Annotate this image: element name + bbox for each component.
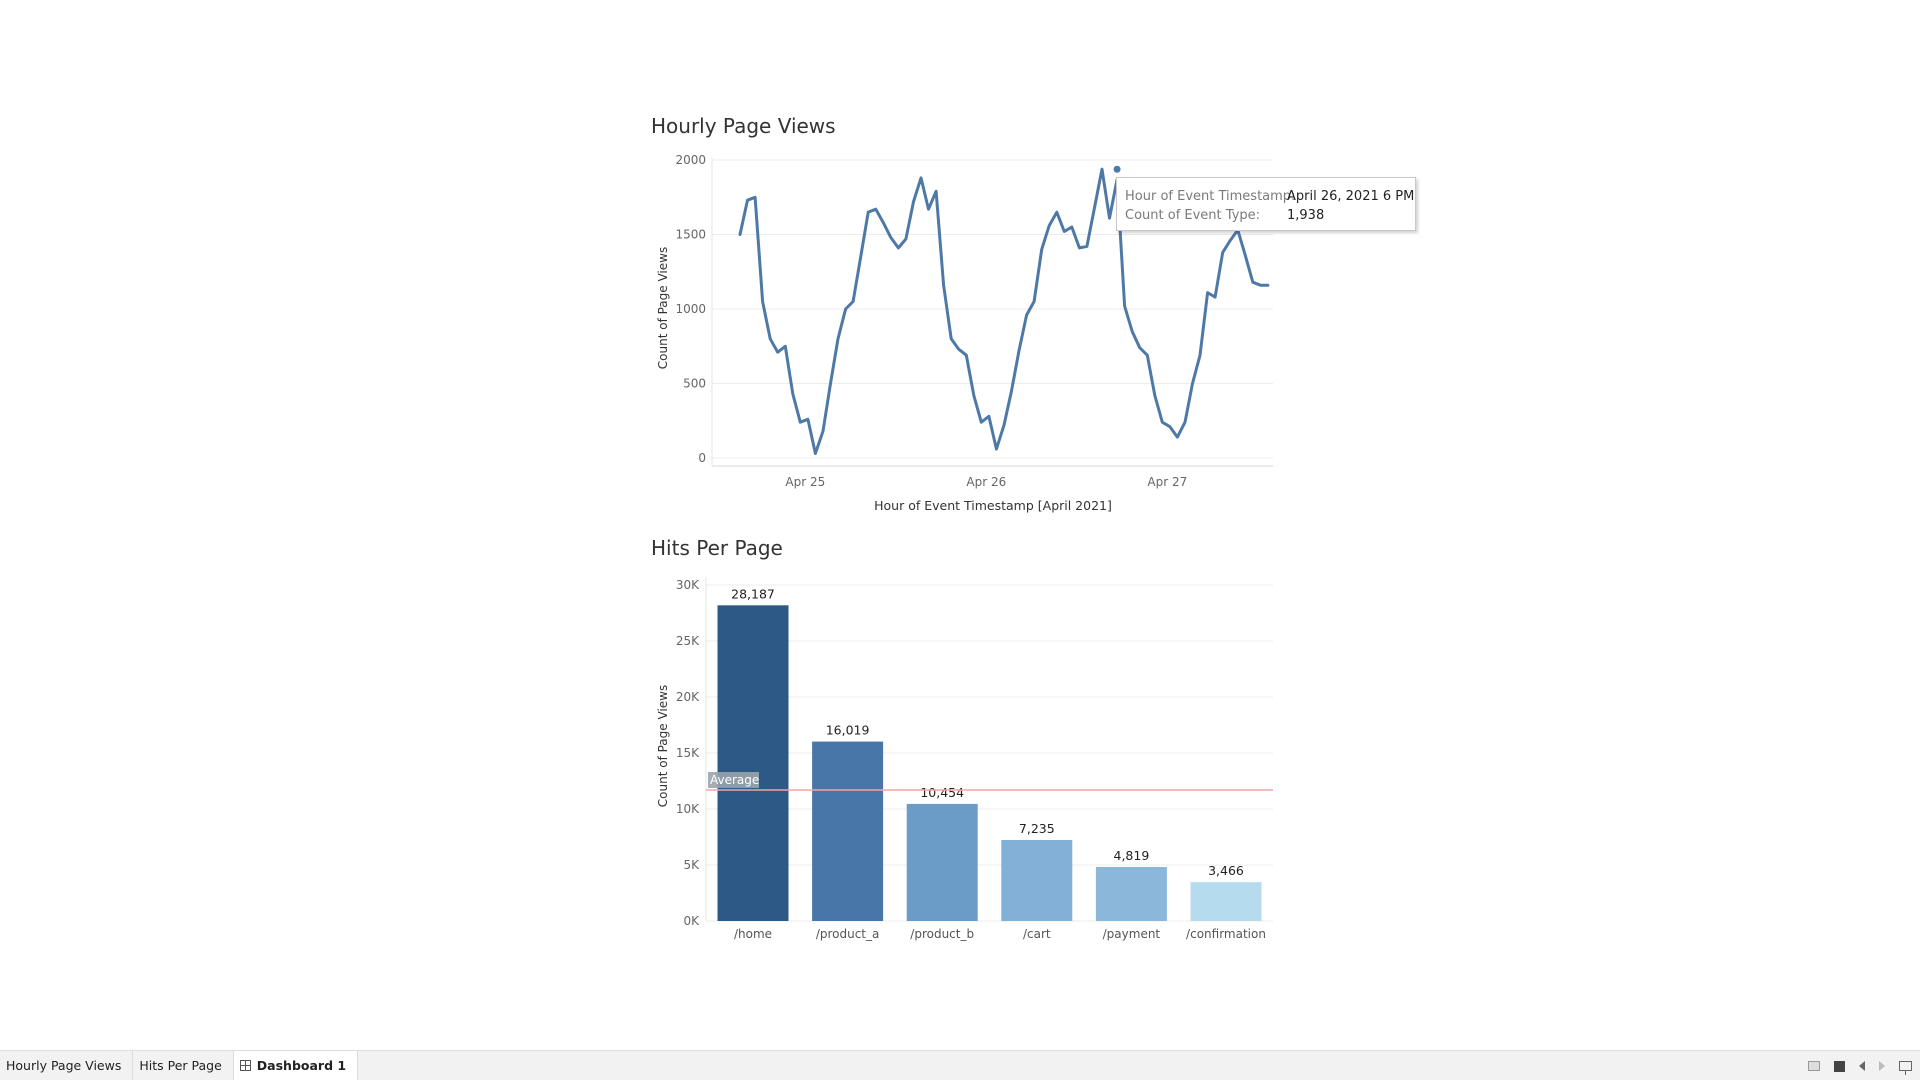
tooltip-value: April 26, 2021 6 PM xyxy=(1287,189,1415,204)
line-x-tick-label: Apr 25 xyxy=(785,475,825,489)
line-y-tick-label: 1000 xyxy=(675,302,706,316)
bar-value-label: 7,235 xyxy=(1019,821,1055,836)
bar-product_b xyxy=(906,803,978,921)
tab-label: Dashboard 1 xyxy=(256,1058,347,1073)
bar-category-label: /product_b xyxy=(910,927,974,941)
line-chart-title: Hourly Page Views xyxy=(651,114,836,138)
bar-value-label: 3,466 xyxy=(1208,863,1244,878)
bar-y-tick-label: 10K xyxy=(676,802,700,816)
bar-y-tick-label: 15K xyxy=(676,746,700,760)
bar-category-label: /home xyxy=(734,927,772,941)
bar-chart-title: Hits Per Page xyxy=(651,536,783,560)
bar-y-tick-label: 0K xyxy=(683,914,700,928)
next-sheet-icon[interactable] xyxy=(1879,1061,1885,1071)
presentation-mode-icon[interactable] xyxy=(1899,1061,1912,1075)
tab-controls xyxy=(1808,1051,1912,1080)
tab-label: Hourly Page Views xyxy=(6,1058,122,1073)
line-x-axis-title: Hour of Event Timestamp [April 2021] xyxy=(874,498,1112,513)
tooltip-value: 1,938 xyxy=(1287,208,1325,223)
sheet-tab-bar: Hourly Page Views Hits Per Page Dashboar… xyxy=(0,1050,1920,1080)
line-series-page-views xyxy=(738,167,1270,455)
bar-cart xyxy=(1001,839,1073,921)
bar-value-label: 10,454 xyxy=(920,785,964,800)
bar-y-tick-label: 30K xyxy=(676,578,700,592)
line-y-tick-label: 2000 xyxy=(675,153,706,167)
bar-payment xyxy=(1095,867,1167,921)
bar-y-tick-label: 25K xyxy=(676,634,700,648)
tooltip-row-count: Count of Event Type: 1,938 xyxy=(1125,206,1407,225)
tab-dashboard-1[interactable]: Dashboard 1 xyxy=(233,1051,359,1080)
tooltip-label: Hour of Event Timestamp: xyxy=(1125,189,1296,204)
bar-value-label: 28,187 xyxy=(731,586,775,601)
bar-category-label: /payment xyxy=(1103,927,1161,941)
average-label: Average xyxy=(710,773,759,787)
bar-category-label: /confirmation xyxy=(1186,927,1266,941)
bar-category-label: /cart xyxy=(1023,927,1051,941)
bar-y-tick-label: 5K xyxy=(683,858,700,872)
line-x-tick-label: Apr 26 xyxy=(966,475,1006,489)
tab-label: Hits Per Page xyxy=(139,1058,222,1073)
line-y-tick-label: 0 xyxy=(698,451,706,465)
bar-y-tick-label: 20K xyxy=(676,690,700,704)
line-highlight-point xyxy=(1113,165,1121,173)
show-tabs-icon[interactable] xyxy=(1834,1060,1845,1072)
bar-value-label: 16,019 xyxy=(826,723,870,738)
average-label-background xyxy=(708,771,759,788)
show-filmstrip-icon[interactable] xyxy=(1808,1061,1820,1071)
hits-per-page-chart[interactable]: 0K 5K 10K 15K 20K 25K 30K Count of Page Views 28… xyxy=(0,0,1920,1050)
line-y-tick-label: 1500 xyxy=(675,228,706,242)
tooltip-label: Count of Event Type: xyxy=(1125,208,1261,223)
line-chart-tooltip: Hour of Event Timestamp: April 26, 2021 … xyxy=(1116,177,1416,231)
bar-category-label: /product_a xyxy=(816,927,880,941)
bar-y-axis-title: Count of Page Views xyxy=(656,685,670,807)
dashboard-icon xyxy=(239,1060,251,1071)
line-y-axis-title: Count of Page Views xyxy=(656,247,670,369)
bar-product_a xyxy=(812,741,884,921)
tab-hits-per-page[interactable]: Hits Per Page xyxy=(133,1051,234,1080)
tab-hourly-page-views[interactable]: Hourly Page Views xyxy=(0,1051,134,1080)
bar-confirmation xyxy=(1190,882,1262,921)
bar-value-label: 4,819 xyxy=(1114,848,1150,863)
line-x-tick-label: Apr 27 xyxy=(1147,475,1187,489)
tooltip-row-timestamp: Hour of Event Timestamp: April 26, 2021 … xyxy=(1125,187,1414,206)
hourly-page-views-chart[interactable]: 0 500 1000 1500 2000 Apr 25 Apr 26 Apr 27 Hour o… xyxy=(0,0,1920,1050)
line-y-tick-label: 500 xyxy=(683,377,706,391)
previous-sheet-icon[interactable] xyxy=(1859,1061,1865,1071)
bar-home xyxy=(717,605,789,921)
